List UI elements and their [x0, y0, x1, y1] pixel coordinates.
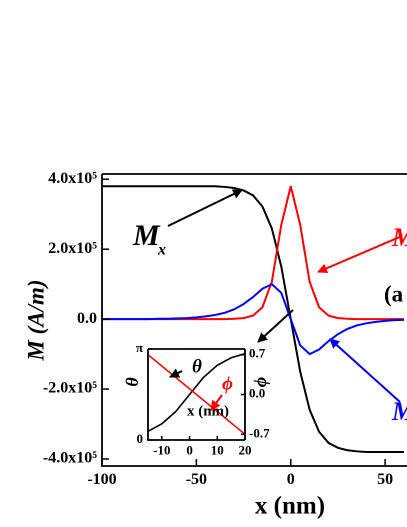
annotation: M [391, 397, 407, 426]
annotation: M [132, 219, 161, 252]
x-tick-label: 50 [377, 471, 393, 488]
y-tick-label: -2.0x10⁵ [43, 380, 97, 397]
annotation: (a [384, 281, 404, 306]
annotation: θ [192, 356, 202, 377]
y-tick-label: 2.0x10⁵ [48, 240, 97, 257]
annotation-arrow [167, 189, 243, 227]
y-axis-label: M (A/m) [23, 279, 48, 361]
series-line [102, 282, 405, 356]
series-line [147, 352, 246, 433]
x-tick-label: -100 [87, 471, 116, 488]
x-tick-label: -50 [186, 471, 207, 488]
x-tick-label: 0 [186, 443, 193, 458]
y-tick-label: 0.0 [77, 310, 97, 327]
x-tick-label: 20 [239, 443, 252, 458]
x-tick-label: -10 [153, 443, 170, 458]
y-tick-label: π [136, 340, 143, 355]
series-line [147, 354, 246, 435]
annotation-arrow [210, 394, 223, 411]
annotation-arrow [317, 235, 403, 274]
y2-tick-label: 0.7 [249, 346, 266, 361]
y-tick-label: -4.0x10⁵ [43, 450, 97, 467]
y-tick-label: 0 [137, 431, 144, 446]
annotation-arrow [329, 338, 401, 403]
x-tick-label: 0 [287, 471, 295, 488]
y2-tick-label: -0.7 [249, 425, 270, 440]
y-axis-label: θ [122, 377, 142, 387]
annotation: ϕ [222, 373, 233, 394]
y-tick-label: 4.0x10⁵ [48, 170, 97, 187]
y2-axis-label: ϕ [250, 377, 270, 387]
x-tick-label: 10 [211, 443, 224, 458]
x-axis-label: x (nm) [187, 403, 229, 419]
annotation-arrow [257, 309, 294, 343]
annotation-subscript: x [157, 242, 166, 259]
y2-tick-label: 0.0 [249, 385, 265, 400]
annotation: M [391, 223, 407, 252]
x-axis-label: x (nm) [255, 493, 325, 520]
series-line [102, 186, 404, 321]
series-line [102, 185, 404, 454]
annotation-arrow [169, 368, 183, 378]
